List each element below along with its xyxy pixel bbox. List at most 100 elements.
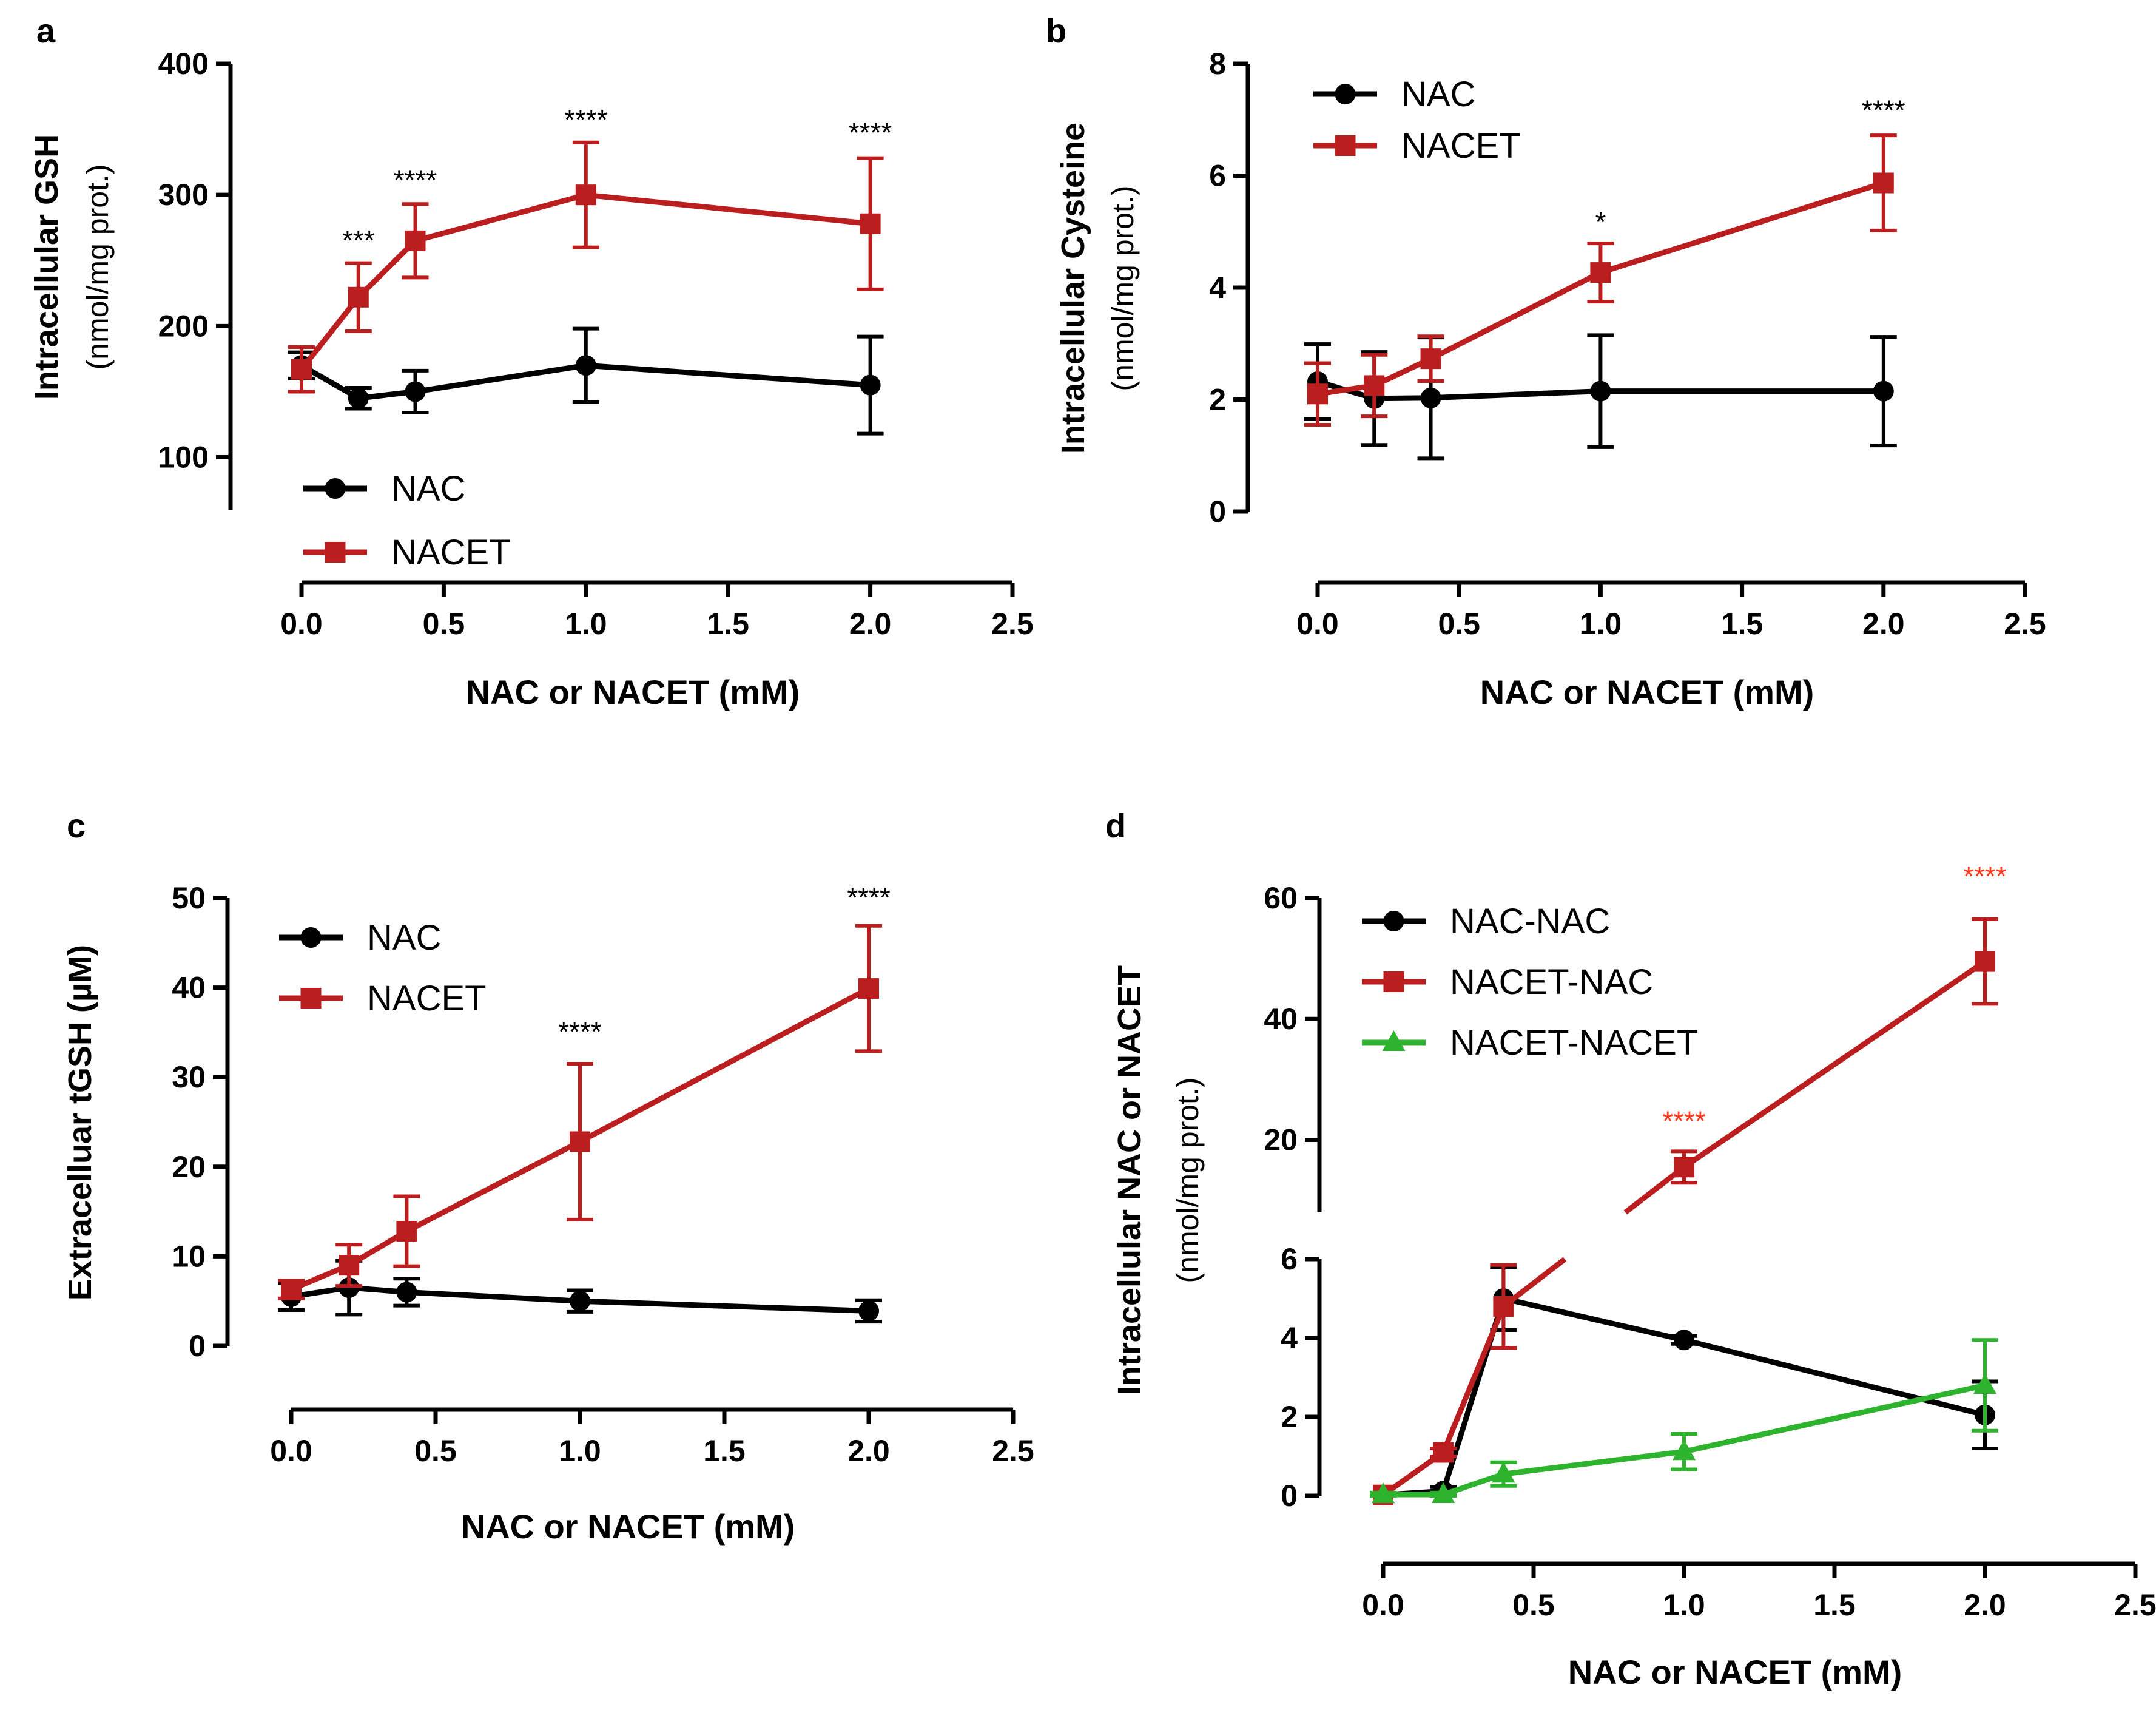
x-tick-label: 2.0 [849,607,892,641]
series-nac [288,326,884,436]
y-tick-label: 40 [1264,1002,1298,1036]
legend-entry: NACET-NACET [1362,1023,1698,1063]
series-nac [278,1259,882,1324]
y-axis-title: Extracelluar tGSH (µM) [62,945,98,1300]
chart-panel-a: a 100 200 300 400 0.0 0.5 1.0 1.5 2.0 2.5 NAC or NA… [29,12,1034,711]
y-tick-label: 300 [158,178,209,212]
legend-marker [1382,1030,1406,1051]
y-axis-title: Intracellular Cysteine [1055,123,1091,454]
x-tick-label: 1.0 [1580,607,1622,641]
data-point [575,355,596,376]
significance-marker: **** [394,164,437,196]
x-axis: 0.0 0.5 1.0 1.5 2.0 2.5 [270,1407,1034,1468]
legend-entry: NAC-NAC [1362,902,1610,941]
x-tick-label: 1.0 [565,607,607,641]
x-tick-label: 1.5 [1721,607,1764,641]
data-point [575,184,596,206]
data-point [1590,380,1611,402]
x-axis-title: NAC or NACET (mM) [1480,673,1814,711]
data-point [281,1279,302,1300]
data-point [396,1221,417,1242]
data-point [858,1300,879,1322]
y-tick-label: 400 [158,47,209,81]
x-axis: 0.0 0.5 1.0 1.5 2.0 2.5 [280,580,1034,641]
legend-label: NAC [1401,75,1475,114]
y-tick-label: 0 [1281,1479,1298,1513]
data-point [1372,1482,1395,1504]
data-point [858,978,879,999]
data-point [1433,1442,1454,1463]
significance-marker: **** [564,104,608,135]
x-tick-label: 1.5 [703,1434,746,1468]
x-tick-label: 0.0 [270,1434,312,1468]
panel-letter: d [1105,806,1126,845]
y-tick-label: 6 [1209,159,1226,193]
legend-label: NAC [391,469,465,508]
series-line [1682,959,1987,1170]
data-point [1873,172,1894,194]
y-tick-label: 100 [158,441,209,475]
legend-entry: NACET [279,979,487,1018]
legend-marker [325,478,346,499]
data-point [1364,375,1385,396]
data-point [339,1255,360,1276]
legend-entry: NACET [1313,126,1521,166]
data-point [860,374,881,396]
series-nac [1304,333,1897,461]
data-point [348,388,369,409]
y-axis: 0 2 4 6 8 [1209,47,1250,529]
significance-marker: **** [558,1016,602,1047]
legend-entry: NAC [303,469,465,508]
legend-entry: NACET-NAC [1362,962,1653,1002]
x-tick-label: 2.0 [1862,607,1905,641]
legend-label: NAC [367,918,441,958]
legend-marker [300,988,322,1009]
panel-letter: b [1046,12,1066,50]
x-tick-label: 0.5 [1512,1588,1555,1622]
x-axis: 0.0 0.5 1.0 1.5 2.0 2.5 [1296,580,2046,641]
y-tick-label: 2 [1209,383,1226,417]
series-line [1683,1337,1986,1418]
y-tick-label: 4 [1209,271,1226,305]
y-axis: 20 40 60 0 2 4 6 [1264,881,1322,1513]
y-axis-units: (nmol/mg prot.) [81,164,115,370]
data-point [1674,1330,1694,1351]
x-tick-label: 2.5 [992,1434,1034,1468]
data-point [405,381,426,402]
x-tick-label: 0.0 [1296,607,1339,641]
data-point [291,359,312,380]
x-tick-label: 2.5 [2114,1588,2156,1622]
legend-entry: NAC [279,918,441,958]
y-tick-label: 200 [158,309,209,343]
legend-marker [325,542,346,563]
significance-marker: **** [1862,94,1905,126]
y-tick-label: 60 [1264,881,1298,915]
series-nacet [278,924,882,1300]
data-point [1307,383,1328,405]
y-tick-label: 20 [172,1150,206,1184]
x-tick-label: 0.5 [414,1434,457,1468]
data-point [348,286,369,308]
x-tick-label: 2.5 [991,607,1034,641]
y-tick-label: 40 [172,971,206,1005]
chart-panel-d: d 20 40 60 0 2 4 6 0.0 0.5 1.0 1.5 2.0 2.5 NAC or NACE… [1105,806,2156,1691]
data-point [1420,387,1441,408]
x-tick-label: 0.0 [280,607,323,641]
legend-marker [1383,971,1404,992]
legend-entry: NAC [1313,75,1475,114]
significance-marker: **** [847,882,891,913]
y-tick-label: 2 [1281,1400,1298,1434]
legend-label: NACET [367,979,487,1018]
y-tick-label: 20 [1264,1123,1298,1157]
significance-marker: **** [1662,1106,1706,1137]
legend-marker [1335,135,1356,156]
x-tick-label: 1.0 [559,1434,601,1468]
data-point [405,230,426,251]
y-axis-units: (nmol/mg prot.) [1171,1078,1205,1283]
series-line [1441,1305,1506,1454]
legend-label: NACET [1401,126,1521,166]
data-point [1975,951,1995,972]
data-point [1420,348,1441,370]
data-point [1493,1296,1514,1317]
data-point [1432,1482,1455,1504]
